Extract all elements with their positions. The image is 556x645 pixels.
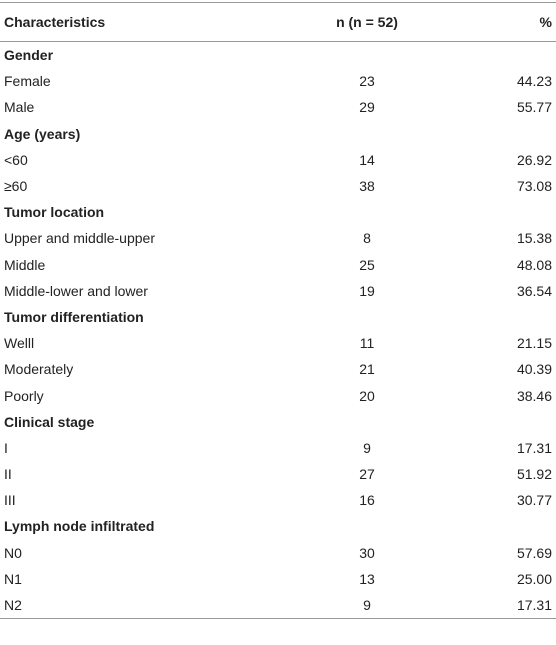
cell: 30 (359, 544, 375, 561)
section-title: Clinical stage (4, 413, 95, 430)
section-row: Clinical stage (0, 409, 556, 435)
data-row: Upper and middle-upper 8 15.38 (0, 225, 556, 251)
cell: 44.23 (516, 73, 552, 90)
data-row: III 16 30.77 (0, 487, 556, 513)
cell: 30.77 (516, 492, 552, 509)
cell: Middle-lower and lower (4, 282, 148, 299)
cell: 14 (359, 151, 375, 168)
cell: 38.46 (516, 387, 552, 404)
data-row: I 9 17.31 (0, 435, 556, 461)
data-row: Middle 25 48.08 (0, 252, 556, 278)
cell: N2 (0, 591, 308, 620)
header-cell: n (n = 52) (308, 2, 426, 42)
cell: <60 (4, 151, 28, 168)
cell: Middle (4, 256, 46, 273)
section-row: Gender (0, 42, 556, 69)
data-row: Welll 11 21.15 (0, 330, 556, 356)
section-title: Tumor location (4, 204, 105, 221)
cell: 13 (359, 570, 375, 587)
header-row: Characteristics n (n = 52) % (0, 2, 556, 42)
cell: 21 (359, 361, 375, 378)
data-row: Moderately 21 40.39 (0, 356, 556, 382)
data-row: Poorly 20 38.46 (0, 382, 556, 408)
cell: II (4, 466, 12, 483)
cell: Poorly (4, 387, 44, 404)
cell: Female (4, 73, 51, 90)
header-cell: % (426, 2, 556, 42)
cell: Upper and middle-upper (4, 230, 155, 247)
cell: 21.15 (516, 335, 552, 352)
cell: ≥60 (4, 178, 28, 195)
section-row: Tumor location (0, 199, 556, 225)
data-row: N2 9 17.31 (0, 591, 556, 620)
cell: 55.77 (516, 99, 552, 116)
section-title: Age (years) (4, 125, 81, 142)
data-row: <60 14 26.92 (0, 147, 556, 173)
cell: Welll (4, 335, 35, 352)
header-cell: Characteristics (0, 2, 308, 42)
cell: 16 (359, 492, 375, 509)
cell: 17.31 (516, 439, 552, 456)
cell: 11 (359, 335, 375, 352)
cell: 36.54 (516, 282, 552, 299)
table-header: Characteristics n (n = 52) % (0, 2, 556, 42)
data-row: ≥60 38 73.08 (0, 173, 556, 199)
cell: 9 (363, 439, 371, 456)
cell: Moderately (4, 361, 74, 378)
section-title: Gender (4, 47, 54, 64)
cell: Male (4, 99, 35, 116)
cell: III (4, 492, 16, 509)
data-row: Female 23 44.23 (0, 68, 556, 94)
section-row: Age (years) (0, 121, 556, 147)
data-row: N1 13 25.00 (0, 566, 556, 592)
cell: I (4, 439, 8, 456)
cell: 20 (359, 387, 375, 404)
cell: N1 (4, 570, 22, 587)
section-row: Tumor differentiation (0, 304, 556, 330)
section-title: Tumor differentiation (4, 308, 144, 325)
cell: 25.00 (516, 570, 552, 587)
cell: 29 (359, 99, 375, 116)
data-row: Middle-lower and lower 19 36.54 (0, 278, 556, 304)
section-title: Lymph node infiltrated (4, 518, 155, 535)
cell: 8 (363, 230, 371, 247)
cell: 15.38 (516, 230, 552, 247)
cell: 23 (359, 73, 375, 90)
table-body: Gender Female 23 44.23 Male 29 55.77 Age (years… (0, 42, 556, 620)
cell: 27 (359, 466, 375, 483)
cell: 73.08 (516, 178, 552, 195)
data-row: II 27 51.92 (0, 461, 556, 487)
cell: 9 (308, 591, 426, 620)
cell: 19 (359, 282, 375, 299)
cell: 26.92 (516, 151, 552, 168)
cell: 17.31 (426, 591, 556, 620)
cell: 48.08 (516, 256, 552, 273)
data-row: Male 29 55.77 (0, 94, 556, 120)
cell: N0 (4, 544, 22, 561)
cell: 25 (359, 256, 375, 273)
cell: 51.92 (516, 466, 552, 483)
data-table: Characteristics n (n = 52) % Gender Femal… (0, 2, 556, 620)
cell: 57.69 (516, 544, 552, 561)
data-row: N0 30 57.69 (0, 540, 556, 566)
section-row: Lymph node infiltrated (0, 513, 556, 539)
cell: 38 (359, 178, 375, 195)
cell: 40.39 (516, 361, 552, 378)
